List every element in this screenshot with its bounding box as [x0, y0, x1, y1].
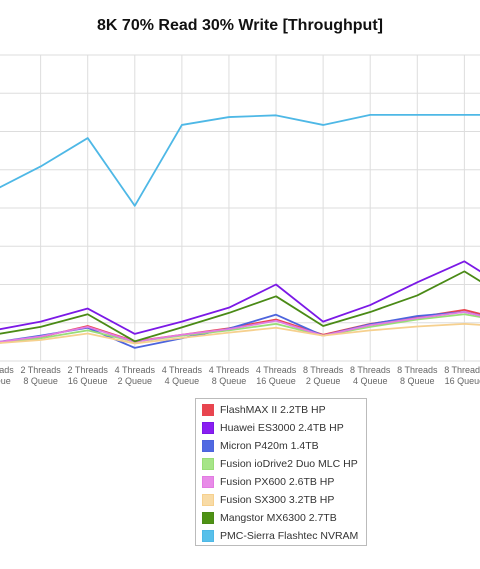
legend-item: Micron P420m 1.4TB	[202, 437, 360, 455]
x-tick-label: 4 Threads	[209, 365, 250, 375]
legend-label: Fusion SX300 3.2TB HP	[220, 494, 335, 506]
x-tick-label: 2 Queue	[306, 376, 341, 386]
legend-label: Fusion ioDrive2 Duo MLC HP	[220, 458, 358, 470]
legend-label: Fusion PX600 2.6TB HP	[220, 476, 335, 488]
legend-item: Mangstor MX6300 2.7TB	[202, 509, 360, 527]
legend-item: Fusion PX600 2.6TB HP	[202, 473, 360, 491]
legend-label: FlashMAX II 2.2TB HP	[220, 404, 326, 416]
grid-lines	[0, 54, 480, 362]
x-tick-label: 8 Queue	[400, 376, 435, 386]
series-line-3	[0, 313, 480, 344]
x-tick-label: 8 Threads	[397, 365, 438, 375]
legend-swatch	[202, 530, 214, 542]
legend-label: PMC-Sierra Flashtec NVRAM	[220, 530, 359, 542]
legend-label: Huawei ES3000 2.4TB HP	[220, 422, 344, 434]
chart-title: 8K 70% Read 30% Write [Throughput]	[97, 17, 383, 34]
x-tick-label: 8 Threads	[303, 365, 344, 375]
series-line-1	[0, 260, 480, 335]
x-tick-label: 4 Queue	[353, 376, 388, 386]
x-tick-label: 16 Queue	[68, 376, 108, 386]
x-tick-label: 16 Queue	[445, 376, 480, 386]
series-line-4	[0, 311, 480, 343]
series-lines	[0, 113, 480, 349]
x-tick-label: 8 Threads	[444, 365, 480, 375]
legend-swatch	[202, 458, 214, 470]
x-tick-label: 2 Queue	[0, 376, 11, 386]
series-line-7	[0, 113, 480, 207]
legend-item: Fusion SX300 3.2TB HP	[202, 491, 360, 509]
legend-swatch	[202, 404, 214, 416]
x-tick-label: 2 Threads	[0, 365, 14, 375]
legend-label: Mangstor MX6300 2.7TB	[220, 512, 337, 524]
x-tick-label: 4 Threads	[256, 365, 297, 375]
x-tick-label: 4 Threads	[162, 365, 203, 375]
legend-swatch	[202, 512, 214, 524]
legend-swatch	[202, 494, 214, 506]
x-tick-label: 2 Threads	[20, 365, 61, 375]
legend-label: Micron P420m 1.4TB	[220, 440, 319, 452]
legend-item: FlashMAX II 2.2TB HP	[202, 401, 360, 419]
legend-swatch	[202, 440, 214, 452]
x-tick-label: 8 Queue	[212, 376, 247, 386]
legend-item: Fusion ioDrive2 Duo MLC HP	[202, 455, 360, 473]
series-line-6	[0, 270, 480, 343]
x-tick-label: 2 Threads	[68, 365, 109, 375]
legend-swatch	[202, 422, 214, 434]
series-line-5	[0, 322, 480, 345]
x-tick-label: 16 Queue	[256, 376, 296, 386]
legend-item: PMC-Sierra Flashtec NVRAM	[202, 527, 360, 545]
legend-swatch	[202, 476, 214, 488]
legend-item: Huawei ES3000 2.4TB HP	[202, 419, 360, 437]
x-tick-label: 4 Queue	[165, 376, 200, 386]
x-tick-label: 2 Queue	[118, 376, 153, 386]
legend: FlashMAX II 2.2TB HP Huawei ES3000 2.4TB …	[195, 398, 367, 546]
x-tick-label: 4 Threads	[115, 365, 156, 375]
x-tick-label: 8 Threads	[350, 365, 391, 375]
x-tick-label: 8 Queue	[23, 376, 58, 386]
